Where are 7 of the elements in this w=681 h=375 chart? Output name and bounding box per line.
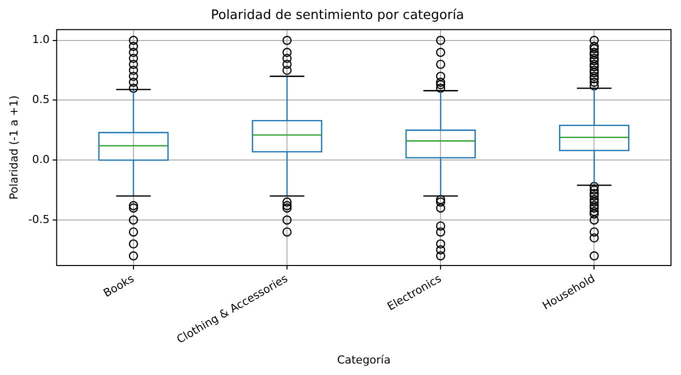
- y-tick-label: 1.0: [32, 33, 50, 46]
- y-tick-label: 0.5: [32, 93, 50, 106]
- x-axis-title: Categoría: [337, 353, 391, 366]
- y-axis-title: Polaridad (-1 a +1): [7, 96, 20, 200]
- chart-title: Polaridad de sentimiento por categoría: [210, 8, 464, 24]
- y-tick-label: 0.0: [32, 152, 50, 166]
- y-tick-label: -0.5: [28, 212, 50, 226]
